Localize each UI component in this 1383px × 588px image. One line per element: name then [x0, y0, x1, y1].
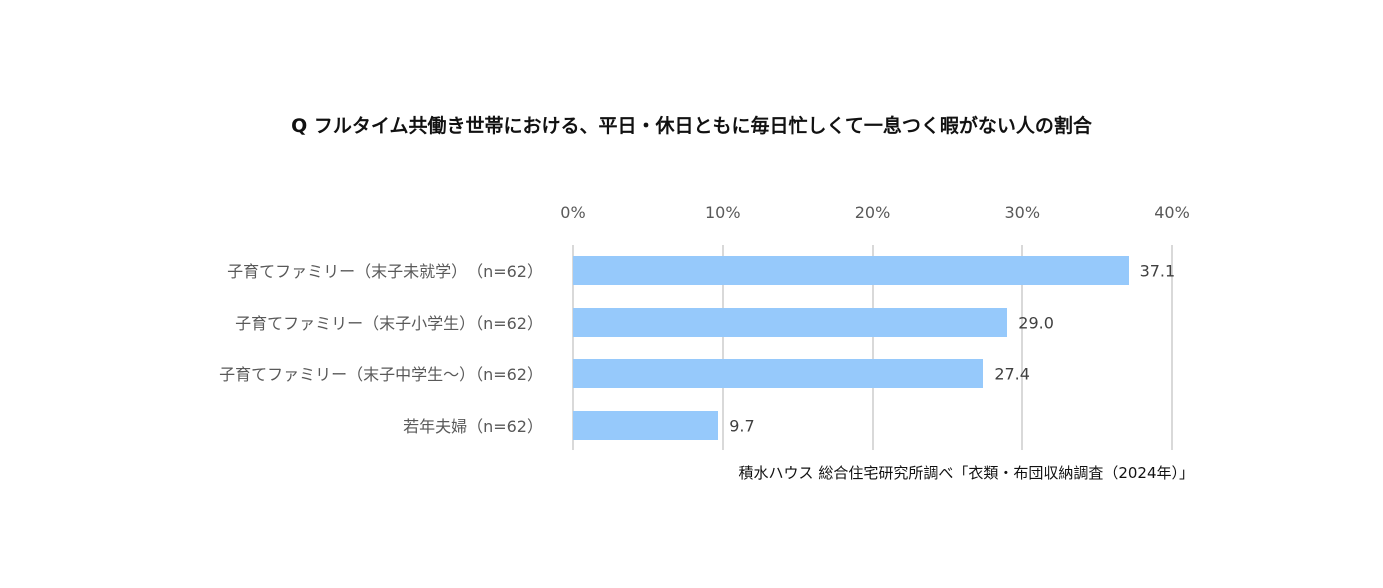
value-label: 37.1 [1139, 261, 1176, 281]
bar [573, 308, 1008, 337]
category-label: 子育てファミリー（末子小学生）（n=62） [235, 314, 543, 333]
category-label: 若年夫婦（n=62） [403, 417, 543, 436]
x-tick-label: 20% [854, 203, 891, 222]
source-note: 積水ハウス 総合住宅研究所調べ「衣類・布団収納調査（2024年）」 [738, 464, 1194, 482]
bar [573, 411, 719, 440]
bar [573, 256, 1129, 285]
gridline [1171, 245, 1173, 450]
chart-title: Q フルタイム共働き世帯における、平日・休日ともに毎日忙しくて一息つく暇がない人… [291, 115, 1092, 137]
gridline [1021, 245, 1024, 450]
gridline [572, 245, 574, 450]
x-tick-label: 40% [1154, 203, 1190, 222]
category-label: 子育てファミリー（末子未就学） （n=62） [227, 262, 543, 281]
x-tick-label: 10% [704, 203, 741, 222]
bar [573, 359, 984, 388]
gridline [871, 245, 874, 450]
value-label: 29.0 [1018, 313, 1054, 333]
value-label: 27.4 [994, 364, 1030, 384]
x-tick-label: 0% [560, 203, 586, 222]
category-label: 子育てファミリー（末子中学生～）（n=62） [219, 365, 543, 384]
x-tick-label: 30% [1004, 203, 1041, 222]
gridline [721, 245, 724, 450]
value-label: 9.7 [729, 416, 755, 436]
